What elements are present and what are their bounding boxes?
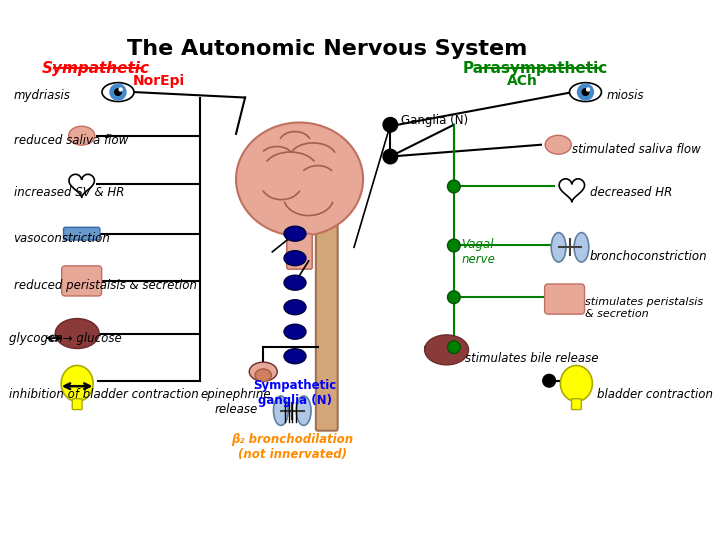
Text: ACh: ACh xyxy=(506,74,537,88)
Text: bronchoconstriction: bronchoconstriction xyxy=(590,250,708,263)
Circle shape xyxy=(448,341,460,354)
Ellipse shape xyxy=(587,88,590,91)
Text: stimulates peristalsis
& secretion: stimulates peristalsis & secretion xyxy=(585,298,703,319)
Ellipse shape xyxy=(120,88,122,91)
FancyBboxPatch shape xyxy=(316,137,338,431)
Ellipse shape xyxy=(236,123,363,236)
FancyBboxPatch shape xyxy=(72,399,82,410)
Ellipse shape xyxy=(570,83,601,102)
Text: glycogen→ glucose: glycogen→ glucose xyxy=(9,332,122,345)
Ellipse shape xyxy=(577,84,593,100)
Text: Ganglia (N): Ganglia (N) xyxy=(401,114,468,127)
Ellipse shape xyxy=(114,89,121,96)
FancyBboxPatch shape xyxy=(572,399,581,410)
Circle shape xyxy=(543,374,556,387)
Text: stimulated saliva flow: stimulated saliva flow xyxy=(572,143,701,156)
Ellipse shape xyxy=(274,396,288,426)
Ellipse shape xyxy=(61,366,93,401)
Ellipse shape xyxy=(574,233,589,262)
Ellipse shape xyxy=(284,226,306,241)
Ellipse shape xyxy=(284,251,306,266)
Ellipse shape xyxy=(255,369,271,382)
Text: miosis: miosis xyxy=(606,89,644,102)
Ellipse shape xyxy=(297,396,311,426)
Text: stimulates bile release: stimulates bile release xyxy=(464,353,598,366)
Circle shape xyxy=(383,118,397,132)
FancyBboxPatch shape xyxy=(287,234,312,269)
Text: reduced peristalsis & secretion: reduced peristalsis & secretion xyxy=(14,279,197,292)
FancyBboxPatch shape xyxy=(62,266,102,296)
Circle shape xyxy=(448,239,460,252)
FancyBboxPatch shape xyxy=(544,284,585,314)
Text: increased SV & HR: increased SV & HR xyxy=(14,186,124,199)
Text: decreased HR: decreased HR xyxy=(590,186,672,199)
Ellipse shape xyxy=(102,83,134,102)
Polygon shape xyxy=(69,174,94,197)
Text: vasoconstriction: vasoconstriction xyxy=(14,232,110,245)
Ellipse shape xyxy=(425,335,469,365)
Ellipse shape xyxy=(110,84,126,100)
Ellipse shape xyxy=(545,136,571,154)
Ellipse shape xyxy=(284,324,306,339)
Ellipse shape xyxy=(552,233,566,262)
Text: bladder contraction: bladder contraction xyxy=(598,388,714,401)
Text: epinephrine
release: epinephrine release xyxy=(201,388,271,416)
FancyBboxPatch shape xyxy=(63,227,100,240)
Text: Sympathetic
ganglia (N): Sympathetic ganglia (N) xyxy=(253,379,337,407)
Ellipse shape xyxy=(68,126,95,145)
Circle shape xyxy=(383,149,397,164)
Ellipse shape xyxy=(284,300,306,315)
Ellipse shape xyxy=(582,89,589,96)
Text: Sympathetic: Sympathetic xyxy=(41,61,149,76)
Text: mydriasis: mydriasis xyxy=(14,89,71,102)
Ellipse shape xyxy=(249,362,277,381)
Circle shape xyxy=(448,180,460,193)
Text: NorEpi: NorEpi xyxy=(132,74,185,88)
Ellipse shape xyxy=(560,366,593,401)
Polygon shape xyxy=(559,179,585,202)
Ellipse shape xyxy=(284,275,306,290)
Text: Parasympathetic: Parasympathetic xyxy=(463,61,608,76)
Ellipse shape xyxy=(55,319,99,348)
Text: Vagal
nerve: Vagal nerve xyxy=(461,238,495,266)
Circle shape xyxy=(448,291,460,303)
Text: reduced saliva flow: reduced saliva flow xyxy=(14,134,128,147)
Text: inhibition of bladder contraction: inhibition of bladder contraction xyxy=(9,388,199,401)
Text: The Autonomic Nervous System: The Autonomic Nervous System xyxy=(127,38,527,58)
Ellipse shape xyxy=(284,349,306,364)
Text: β₂ bronchodilation
(not innervated): β₂ bronchodilation (not innervated) xyxy=(231,434,354,461)
